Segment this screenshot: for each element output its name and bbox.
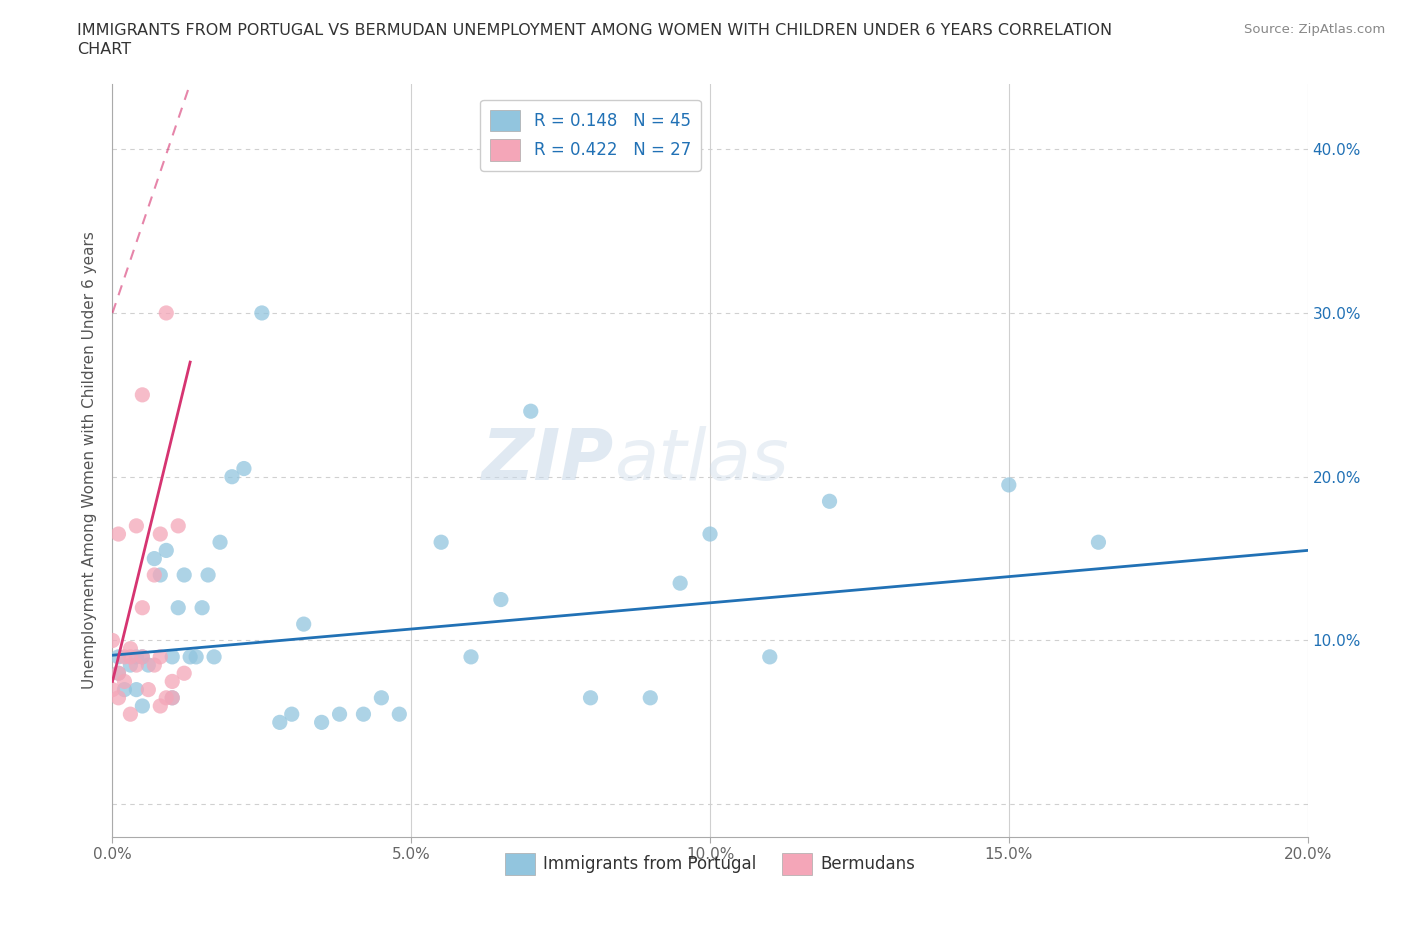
Point [489,592,512,607]
Point [167,518,190,533]
Point [640,690,662,705]
Point [669,576,692,591]
Point [114,683,135,698]
Point [353,707,375,722]
Text: IMMIGRANTS FROM PORTUGAL VS BERMUDAN UNEMPLOYMENT AMONG WOMEN WITH CHILDREN UNDE: IMMIGRANTS FROM PORTUGAL VS BERMUDAN UNE… [77,23,1112,38]
Point [125,518,148,533]
Point [120,642,142,657]
Point [114,649,135,664]
Point [149,526,172,541]
Point [233,461,256,476]
Point [131,649,153,664]
Point [209,535,232,550]
Point [162,690,183,705]
Text: CHART: CHART [77,42,131,57]
Point [998,477,1021,492]
Text: Source: ZipAtlas.com: Source: ZipAtlas.com [1244,23,1385,36]
Point [101,633,124,648]
Point [143,567,166,582]
Point [202,649,225,664]
Point [311,715,333,730]
Point [125,683,148,698]
Point [107,649,129,664]
Point [138,683,160,698]
Point [162,690,183,705]
Point [107,526,129,541]
Point [162,649,183,664]
Point [107,690,129,705]
Point [250,306,273,321]
Point [143,658,166,672]
Point [197,567,219,582]
Point [699,526,721,541]
Point [281,707,304,722]
Point [292,617,315,631]
Point [125,649,148,664]
Point [131,698,153,713]
Point [520,404,543,418]
Point [120,707,142,722]
Legend: Immigrants from Portugal, Bermudans: Immigrants from Portugal, Bermudans [499,846,921,882]
Point [162,674,183,689]
Point [388,707,411,722]
Point [818,494,841,509]
Point [114,674,135,689]
Point [149,698,172,713]
Point [125,658,148,672]
Point [186,649,208,664]
Point [173,567,195,582]
Point [143,551,166,566]
Point [131,649,153,664]
Point [460,649,482,664]
Point [131,600,153,615]
Point [149,649,172,664]
Point [107,666,129,681]
Point [173,666,195,681]
Point [149,567,172,582]
Point [370,690,392,705]
Point [155,543,177,558]
Point [120,649,142,664]
Point [329,707,352,722]
Text: atlas: atlas [614,426,789,495]
Point [759,649,782,664]
Text: ZIP: ZIP [482,426,614,495]
Point [167,600,190,615]
Point [138,658,160,672]
Point [131,388,153,403]
Point [155,306,177,321]
Point [430,535,453,550]
Point [101,683,124,698]
Point [579,690,602,705]
Point [120,658,142,672]
Point [269,715,291,730]
Point [107,666,129,681]
Point [179,649,201,664]
Point [221,470,243,485]
Point [155,690,177,705]
Point [191,600,214,615]
Point [1087,535,1109,550]
Y-axis label: Unemployment Among Women with Children Under 6 years: Unemployment Among Women with Children U… [82,232,97,689]
